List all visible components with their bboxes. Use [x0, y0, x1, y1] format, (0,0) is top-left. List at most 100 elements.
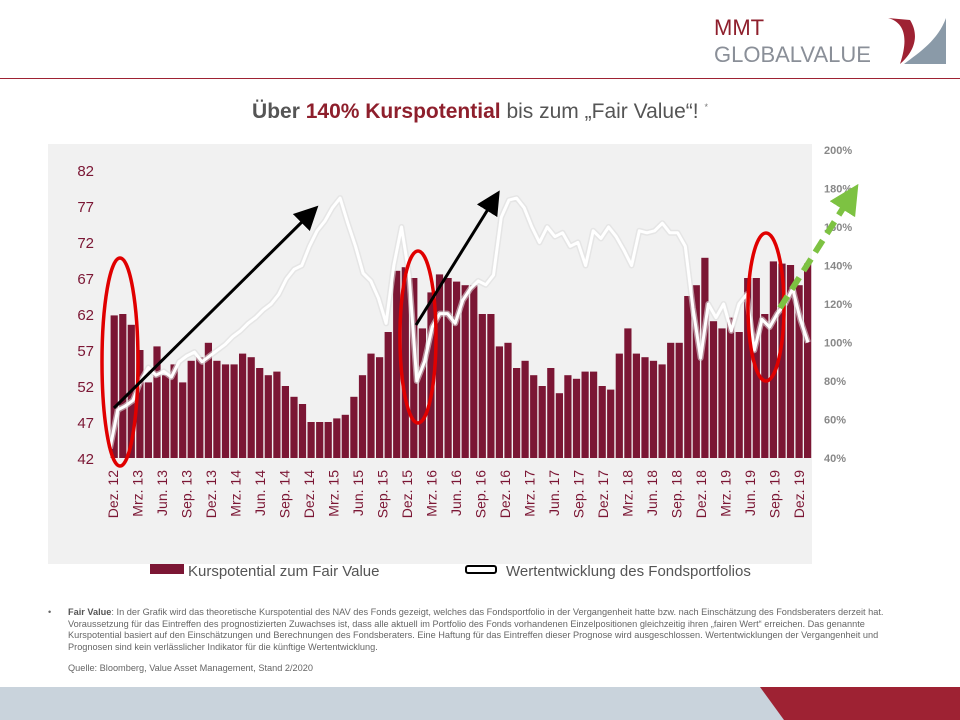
bar-kurspotential	[718, 328, 726, 458]
bar-kurspotential	[615, 353, 623, 458]
bar-kurspotential	[572, 378, 581, 458]
bar-kurspotential	[281, 386, 289, 458]
right-axis-tick: 40%	[824, 453, 846, 465]
right-axis-tick: 80%	[824, 376, 846, 388]
bar-kurspotential	[110, 315, 118, 458]
bar-kurspotential	[427, 292, 435, 458]
highlight-circle	[398, 249, 438, 425]
forecast-arrow	[777, 183, 859, 310]
bar-kurspotential	[735, 332, 743, 458]
bar-kurspotential	[658, 364, 666, 458]
bar-kurspotential	[221, 364, 230, 458]
bar-kurspotential	[196, 357, 204, 458]
bar-kurspotential	[333, 418, 341, 458]
x-axis-tick: Jun. 16	[448, 470, 464, 516]
bar-kurspotential	[778, 263, 786, 458]
bar-kurspotential	[727, 317, 735, 458]
bar-kurspotential	[401, 267, 409, 458]
bar-kurspotential	[761, 314, 769, 458]
left-axis-tick: 42	[77, 451, 94, 468]
x-axis-tick: Jun. 14	[252, 470, 268, 516]
x-axis-tick: Sep. 15	[375, 470, 391, 518]
bar-kurspotential	[376, 357, 384, 458]
bar-kurspotential	[307, 422, 315, 458]
footer-accent	[760, 687, 960, 720]
highlight-circle	[100, 256, 140, 468]
left-axis-tick: 57	[77, 343, 94, 360]
bar-kurspotential	[521, 360, 529, 458]
bar-kurspotential	[384, 332, 392, 458]
brand-line-1: MMT	[714, 15, 765, 40]
bar-kurspotential	[136, 350, 144, 458]
x-axis-tick: Sep. 16	[473, 470, 489, 518]
left-axis-tick: 52	[77, 379, 94, 396]
bar-kurspotential	[804, 263, 812, 458]
x-axis-tick: Mrz. 17	[522, 470, 538, 517]
right-axis-tick: 100%	[824, 338, 852, 350]
x-axis-tick: Dez. 17	[595, 470, 611, 518]
performance-line	[108, 196, 810, 449]
bar-kurspotential	[247, 357, 255, 458]
bar-kurspotential	[530, 375, 538, 458]
bar-kurspotential	[264, 375, 272, 458]
right-axis-tick: 140%	[824, 261, 852, 273]
bar-kurspotential	[547, 368, 555, 458]
bar-kurspotential	[179, 382, 187, 458]
brand-wordmark: MMT GLOBALVALUE	[714, 14, 871, 68]
x-axis-tick: Dez. 12	[105, 470, 121, 518]
legend-line-swatch	[465, 565, 497, 574]
bar-kurspotential	[273, 371, 281, 458]
bar-kurspotential	[478, 314, 486, 458]
x-axis-tick: Mrz. 18	[620, 470, 636, 517]
bar-kurspotential	[641, 357, 649, 458]
bar-kurspotential	[744, 278, 752, 458]
x-axis-tick: Mrz. 16	[424, 470, 440, 517]
bar-kurspotential	[256, 368, 264, 458]
bar-kurspotential	[298, 404, 307, 458]
bar-kurspotential	[204, 342, 212, 458]
bar-kurspotential	[461, 285, 469, 458]
bar-kurspotential	[358, 375, 367, 458]
sail-logo-icon	[888, 18, 946, 64]
bar-kurspotential	[290, 396, 298, 458]
bar-kurspotential	[538, 386, 546, 458]
x-axis-tick: Sep. 17	[571, 470, 587, 518]
x-axis-tick: Jun. 13	[154, 470, 170, 516]
right-axis-tick: 120%	[824, 299, 852, 311]
x-axis-tick: Jun. 18	[644, 470, 660, 516]
bar-kurspotential	[418, 328, 426, 458]
bar-kurspotential	[487, 314, 495, 458]
legend-line-label: Wertentwicklung des Fondsportfolios	[506, 563, 751, 580]
bar-kurspotential	[341, 414, 349, 458]
bar-kurspotential	[187, 360, 195, 458]
bar-kurspotential	[144, 382, 152, 458]
bar-kurspotential	[624, 328, 632, 458]
bar-kurspotential	[170, 364, 178, 458]
bar-kurspotential	[504, 342, 512, 458]
bar-kurspotential	[239, 353, 247, 458]
left-axis-tick: 47	[77, 415, 94, 432]
x-axis-tick: Mrz. 14	[228, 470, 244, 517]
bar-kurspotential	[350, 396, 358, 458]
legend-bar-swatch	[150, 564, 184, 574]
x-axis-tick: Mrz. 13	[130, 470, 146, 517]
bar-kurspotential	[667, 342, 675, 458]
left-axis-tick: 82	[77, 163, 94, 180]
brand-line-2: GLOBALVALUE	[714, 42, 871, 67]
x-axis-tick: Sep. 13	[179, 470, 195, 518]
x-axis-tick: Jun. 19	[742, 470, 758, 516]
bar-kurspotential	[709, 321, 718, 458]
bar-kurspotential	[316, 422, 324, 458]
headline-part-3: bis zum „Fair Value“!	[500, 100, 699, 123]
x-axis-tick: Dez. 15	[399, 470, 415, 518]
header-divider	[0, 78, 960, 79]
left-axis-tick: 67	[77, 271, 94, 288]
left-axis-tick: 72	[77, 235, 94, 252]
bar-kurspotential	[435, 274, 444, 458]
bar-kurspotential	[213, 360, 221, 458]
bar-kurspotential	[564, 375, 572, 458]
footnote-text: : In der Grafik wird das theoretische Ku…	[68, 607, 884, 652]
x-axis-tick: Sep. 18	[669, 470, 685, 518]
bar-kurspotential	[649, 360, 658, 458]
